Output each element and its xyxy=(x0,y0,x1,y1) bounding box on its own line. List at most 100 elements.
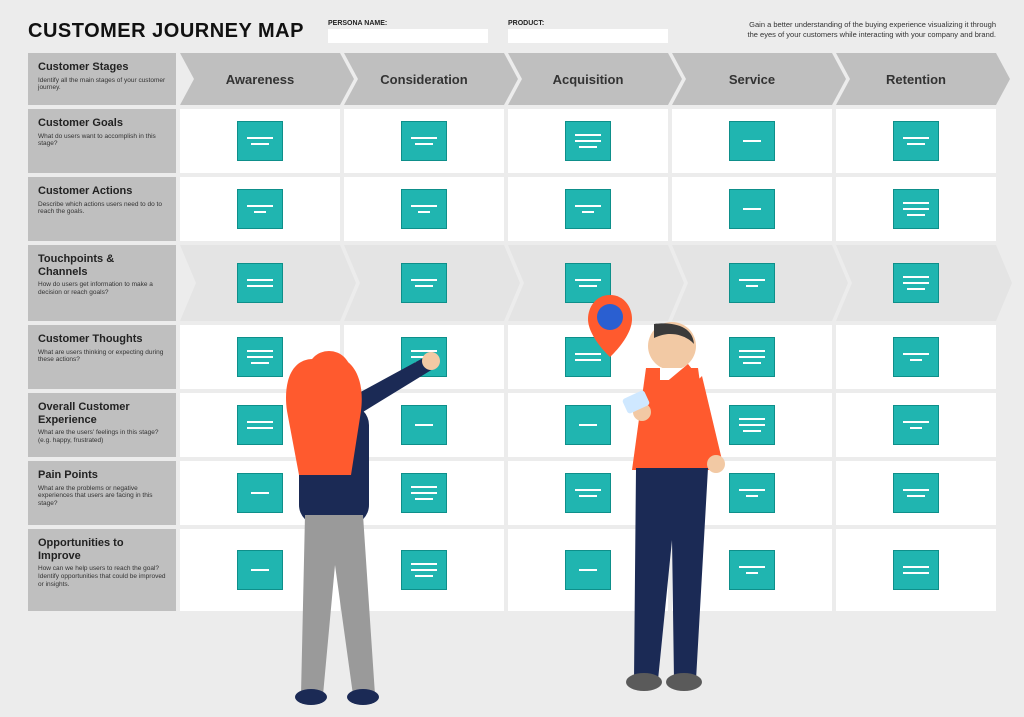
sticky-note[interactable] xyxy=(565,263,611,303)
grid-cell xyxy=(672,461,832,525)
grid-cell xyxy=(180,529,340,611)
row-desc: Describe which actions users need to do … xyxy=(38,201,166,217)
grid-cell xyxy=(836,529,996,611)
row-title: Opportunities to Improve xyxy=(38,537,166,562)
subtitle: Gain a better understanding of the buyin… xyxy=(746,20,996,40)
grid-cell xyxy=(180,325,340,389)
stage-header: Consideration xyxy=(344,53,504,105)
sticky-note[interactable] xyxy=(565,550,611,590)
grid-cell xyxy=(836,177,996,241)
grid-cell xyxy=(836,245,996,321)
sticky-note[interactable] xyxy=(565,337,611,377)
grid-cell xyxy=(180,393,340,457)
sticky-note[interactable] xyxy=(729,550,775,590)
product-label: PRODUCT: xyxy=(508,20,668,27)
sticky-note[interactable] xyxy=(401,263,447,303)
sticky-note[interactable] xyxy=(237,263,283,303)
sticky-note[interactable] xyxy=(893,337,939,377)
sticky-note[interactable] xyxy=(893,121,939,161)
persona-input-group: PERSONA NAME: xyxy=(328,20,488,43)
grid-cell xyxy=(508,461,668,525)
sticky-note[interactable] xyxy=(729,405,775,445)
grid-cell xyxy=(672,529,832,611)
product-input[interactable] xyxy=(508,29,668,43)
grid-cell xyxy=(508,393,668,457)
persona-input[interactable] xyxy=(328,29,488,43)
grid-cell xyxy=(672,177,832,241)
row-title: Customer Stages xyxy=(38,61,166,74)
row-label: Overall Customer Experience What are the … xyxy=(28,393,176,457)
row-title: Pain Points xyxy=(38,469,166,482)
product-input-group: PRODUCT: xyxy=(508,20,668,43)
grid-cell xyxy=(836,109,996,173)
sticky-note[interactable] xyxy=(237,550,283,590)
grid-cell xyxy=(344,177,504,241)
sticky-note[interactable] xyxy=(401,189,447,229)
grid-cell xyxy=(672,393,832,457)
sticky-note[interactable] xyxy=(401,121,447,161)
row-title: Overall Customer Experience xyxy=(38,401,166,426)
stage-label: Awareness xyxy=(226,72,294,87)
sticky-note[interactable] xyxy=(401,550,447,590)
grid-cell xyxy=(508,325,668,389)
row-desc: What are users thinking or expecting dur… xyxy=(38,349,166,365)
sticky-note[interactable] xyxy=(729,337,775,377)
sticky-note[interactable] xyxy=(893,473,939,513)
sticky-note[interactable] xyxy=(237,473,283,513)
grid-cell xyxy=(672,325,832,389)
row-label: Touchpoints & ChannelsHow do users get i… xyxy=(28,245,176,321)
grid-cell xyxy=(344,325,504,389)
row-label: Customer Stages Identify all the main sta… xyxy=(28,53,176,105)
sticky-note[interactable] xyxy=(729,263,775,303)
grid-cell xyxy=(672,245,832,321)
sticky-note[interactable] xyxy=(237,189,283,229)
row-title: Customer Thoughts xyxy=(38,333,166,346)
sticky-note[interactable] xyxy=(237,121,283,161)
row-label: Customer GoalsWhat do users want to acco… xyxy=(28,109,176,173)
sticky-note[interactable] xyxy=(565,405,611,445)
sticky-note[interactable] xyxy=(729,189,775,229)
sticky-note[interactable] xyxy=(401,405,447,445)
row-desc: Identify all the main stages of your cus… xyxy=(38,77,166,93)
stage-header: Acquisition xyxy=(508,53,668,105)
grid-cell xyxy=(344,109,504,173)
row-label: Opportunities to Improve How can we help … xyxy=(28,529,176,611)
sticky-note[interactable] xyxy=(893,405,939,445)
grid-cell xyxy=(836,393,996,457)
grid-cell xyxy=(508,529,668,611)
row-desc: What are the users' feelings in this sta… xyxy=(38,429,166,445)
sticky-note[interactable] xyxy=(237,337,283,377)
row-desc: How can we help users to reach the goal?… xyxy=(38,565,166,588)
stage-label: Consideration xyxy=(380,72,467,87)
stage-label: Acquisition xyxy=(553,72,624,87)
grid-cell xyxy=(180,461,340,525)
row-title: Customer Actions xyxy=(38,185,166,198)
journey-grid: Customer Stages Identify all the main sta… xyxy=(28,53,996,611)
grid-cell xyxy=(836,461,996,525)
persona-label: PERSONA NAME: xyxy=(328,20,488,27)
page-title: CUSTOMER JOURNEY MAP xyxy=(28,20,308,43)
sticky-note[interactable] xyxy=(893,550,939,590)
sticky-note[interactable] xyxy=(565,189,611,229)
grid-cell xyxy=(344,461,504,525)
sticky-note[interactable] xyxy=(565,121,611,161)
sticky-note[interactable] xyxy=(401,473,447,513)
stage-label: Retention xyxy=(886,72,946,87)
grid-cell xyxy=(508,177,668,241)
stage-label: Service xyxy=(729,72,775,87)
sticky-note[interactable] xyxy=(893,189,939,229)
grid-cell xyxy=(508,109,668,173)
row-title: Touchpoints & Channels xyxy=(38,253,166,278)
stage-header: Service xyxy=(672,53,832,105)
sticky-note[interactable] xyxy=(237,405,283,445)
sticky-note[interactable] xyxy=(401,337,447,377)
sticky-note[interactable] xyxy=(565,473,611,513)
stage-header: Awareness xyxy=(180,53,340,105)
row-desc: What are the problems or negative experi… xyxy=(38,485,166,508)
sticky-note[interactable] xyxy=(893,263,939,303)
journey-map: CUSTOMER JOURNEY MAP PERSONA NAME: PRODU… xyxy=(0,0,1024,611)
sticky-note[interactable] xyxy=(729,121,775,161)
grid-cell xyxy=(180,109,340,173)
sticky-note[interactable] xyxy=(729,473,775,513)
grid-cell xyxy=(180,245,340,321)
